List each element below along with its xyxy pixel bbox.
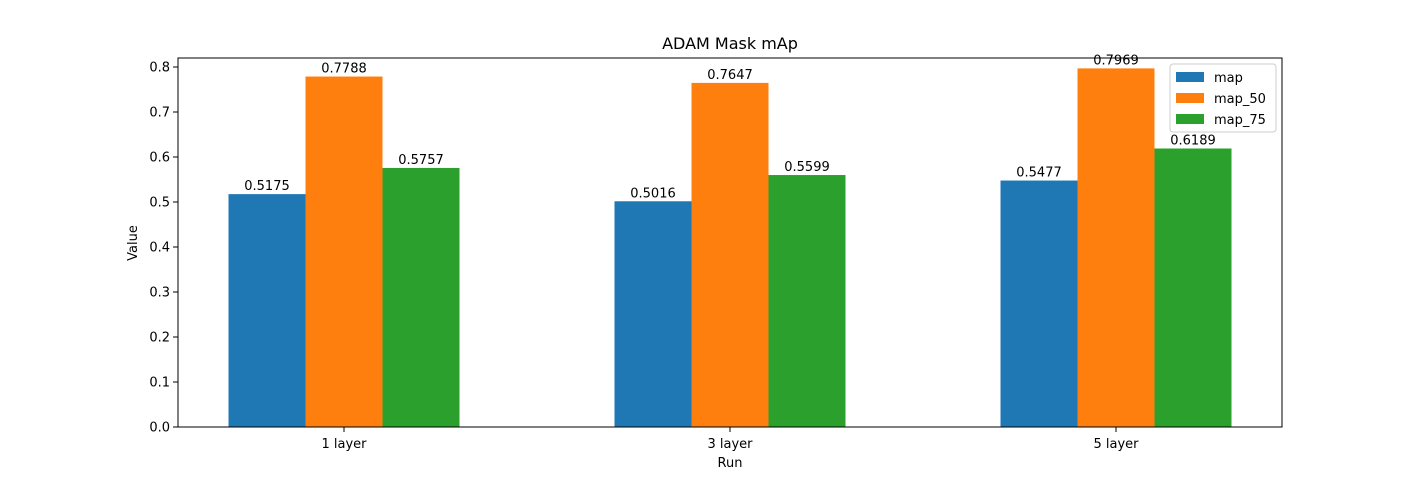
bar-map_50-2 — [1077, 68, 1155, 428]
y-tick-label: 0.8 — [149, 61, 170, 76]
bar-label-map_50-0: 0.7788 — [321, 62, 367, 77]
bar-map_75-2 — [1154, 148, 1232, 427]
y-tick-label: 0.2 — [149, 331, 170, 346]
bar-map-2 — [1000, 180, 1078, 427]
bar-label-map_50-1: 0.7647 — [707, 68, 753, 83]
x-tick-label: 5 layer — [1093, 437, 1139, 452]
legend-swatch-map_75 — [1176, 114, 1204, 124]
bar-label-map_75-0: 0.5757 — [398, 153, 444, 168]
chart-title: ADAM Mask mAp — [662, 34, 798, 53]
y-axis-label: Value — [126, 225, 141, 261]
y-tick-label: 0.1 — [149, 376, 170, 391]
bar-label-map-2: 0.5477 — [1016, 166, 1062, 181]
y-tick-label: 0.0 — [149, 421, 170, 436]
bar-label-map_50-2: 0.7969 — [1093, 53, 1139, 68]
y-tick-label: 0.3 — [149, 286, 170, 301]
y-tick-label: 0.7 — [149, 106, 170, 121]
bars-group — [228, 68, 1232, 428]
legend-swatch-map_50 — [1176, 93, 1204, 103]
bar-map_75-1 — [768, 175, 846, 427]
bar-map_50-0 — [305, 76, 383, 427]
legend-label-map_75: map_75 — [1214, 113, 1266, 128]
y-axis: 0.0 0.1 0.2 0.3 0.4 0.5 0.6 0.7 0.8 — [149, 61, 178, 436]
y-tick-label: 0.6 — [149, 151, 170, 166]
bar-map-0 — [228, 194, 306, 427]
legend: map map_50 map_75 — [1169, 63, 1277, 133]
plot-frame — [177, 57, 1283, 428]
bar-label-map-0: 0.5175 — [244, 179, 290, 194]
x-tick-label: 1 layer — [321, 437, 367, 452]
legend-label-map: map — [1214, 71, 1243, 86]
y-tick-label: 0.5 — [149, 196, 170, 211]
legend-label-map_50: map_50 — [1214, 92, 1266, 107]
x-axis: 1 layer 3 layer 5 layer — [321, 427, 1139, 452]
bar-map_75-0 — [382, 167, 460, 427]
bar-label-map-1: 0.5016 — [630, 186, 676, 201]
legend-swatch-map — [1176, 72, 1204, 82]
bar-map_50-1 — [691, 82, 769, 427]
bar-map-1 — [614, 201, 692, 427]
bar-labels-group: 0.5175 0.5016 0.5477 0.7788 0.7647 0.7969 0.57… — [244, 53, 1216, 201]
bar-label-map_75-1: 0.5599 — [784, 160, 830, 175]
x-tick-label: 3 layer — [707, 437, 753, 452]
x-axis-label: Run — [718, 456, 743, 471]
bar-label-map_75-2: 0.6189 — [1170, 133, 1216, 148]
y-tick-label: 0.4 — [149, 241, 170, 256]
